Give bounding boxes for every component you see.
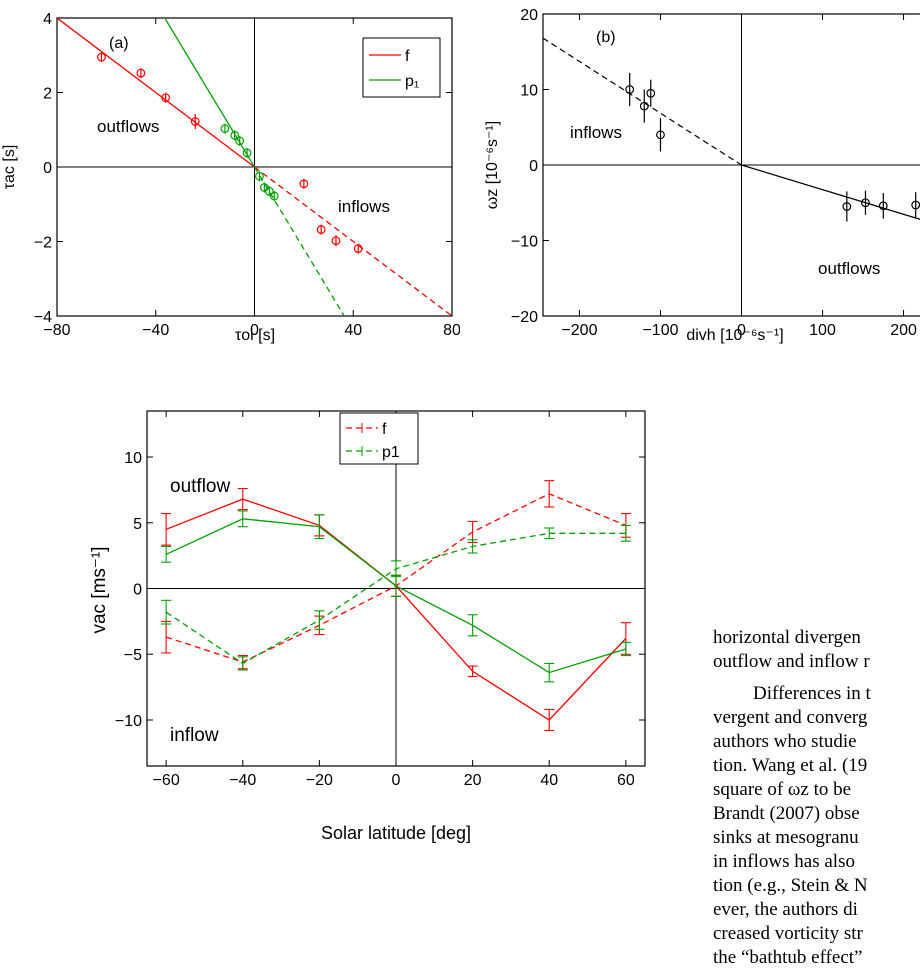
x-tick-label: 20 (464, 772, 482, 789)
y-tick-label: 4 (43, 11, 52, 28)
legend-label-f: f (405, 48, 410, 65)
x-tick-label: −20 (306, 772, 333, 789)
y-tick-label: −10 (511, 234, 538, 251)
text-line: Differences in t (713, 682, 920, 706)
x-tick-label: 200 (890, 322, 917, 339)
annotation-inflows: inflows (570, 123, 622, 142)
y-axis-label: ωz [10⁻⁶s⁻¹] (484, 121, 501, 209)
x-axis-label: τoi [s] (235, 327, 275, 344)
x-tick-label: 0 (392, 772, 401, 789)
legend-box (340, 413, 418, 464)
y-tick-label: 0 (133, 582, 142, 599)
y-tick-label: 20 (520, 7, 538, 24)
annotation-outflows: outflows (97, 117, 159, 136)
panel-label: (a) (109, 35, 129, 52)
text-line: authors who studie (713, 730, 920, 754)
text-line: tion (e.g., Stein & N (713, 874, 920, 898)
x-tick-label: −200 (561, 322, 597, 339)
annotation-inflow: inflow (170, 725, 219, 746)
text-line: the “bathtub effect” (713, 946, 920, 970)
y-tick-label: 5 (133, 516, 142, 533)
annotation-inflows: inflows (338, 197, 390, 216)
x-tick-label: −40 (142, 322, 169, 339)
legend-box (363, 38, 440, 97)
x-tick-label: 100 (809, 322, 836, 339)
fit-line-dashed (543, 38, 742, 165)
text-line: in inflows has also (713, 850, 920, 874)
x-axis-label: divh [10⁻⁶s⁻¹] (686, 327, 783, 344)
annotation-outflows: outflows (818, 259, 880, 278)
y-tick-label: −2 (34, 235, 52, 252)
text-line: horizontal divergen (713, 626, 920, 650)
y-axis-label: vac [ms⁻¹] (89, 546, 110, 633)
text-line: outflow and inflow r (713, 650, 920, 674)
latitude-chart: −60 −40 −20 0 20 40 60 −10 −5 0 5 10 f p1 outflow inflo… (0, 390, 660, 843)
text-line: Brandt (2007) obse (713, 802, 920, 826)
x-tick-label: −100 (642, 322, 678, 339)
x-tick-label: 40 (344, 322, 362, 339)
text-line: tion. Wang et al. (19 (713, 754, 920, 778)
y-tick-label: 10 (520, 83, 538, 100)
y-tick-label: −4 (34, 309, 52, 326)
x-tick-label: 80 (443, 322, 460, 339)
y-tick-label: 2 (43, 86, 52, 103)
y-tick-label: −5 (124, 647, 142, 664)
text-line: sinks at mesogranu (713, 826, 920, 850)
x-tick-label: −60 (153, 772, 180, 789)
y-tick-label: −10 (115, 713, 142, 730)
fit-line-solid (57, 18, 255, 167)
x-tick-label: 40 (540, 772, 558, 789)
legend-label-p1: p1 (382, 444, 400, 461)
fit-line-solid (742, 165, 920, 225)
body-text-column: horizontal divergen outflow and inflow r… (713, 626, 920, 970)
y-tick-label: 0 (43, 160, 52, 177)
legend-label-p1: p₁ (405, 73, 419, 90)
x-tick-label: 60 (617, 772, 635, 789)
annotation-outflow: outflow (170, 476, 230, 497)
legend-label-f: f (382, 421, 387, 438)
y-axis-label: τac [s] (1, 145, 18, 190)
text-line: ever, the authors di (713, 898, 920, 922)
y-tick-label: −20 (511, 309, 538, 326)
y-tick-label: 0 (529, 158, 538, 175)
text-line: creased vorticity str (713, 922, 920, 946)
text-line: vergent and converg (713, 706, 920, 730)
text-line: square of ωz to be (713, 778, 920, 802)
panel-label: (b) (596, 29, 616, 46)
fit-line-dashed (255, 167, 453, 345)
x-axis-label: Solar latitude [deg] (321, 823, 471, 843)
x-tick-label: −40 (229, 772, 256, 789)
fit-line-solid (57, 0, 255, 167)
fit-line-dashed (255, 167, 453, 316)
y-tick-label: 10 (124, 450, 142, 467)
